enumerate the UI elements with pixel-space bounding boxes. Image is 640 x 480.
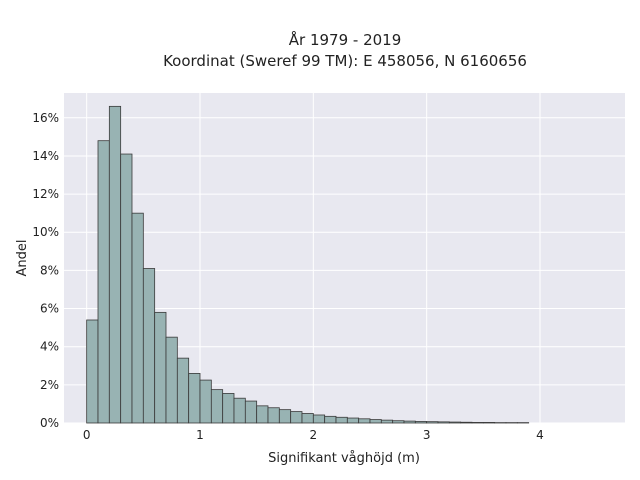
histogram-bar [199, 379, 212, 424]
histogram-bar [176, 357, 190, 424]
histogram-bar [426, 421, 439, 424]
y-tick-label: 16% [32, 111, 59, 125]
histogram-bar [267, 407, 280, 424]
histogram-bar [460, 421, 473, 424]
histogram-bar [154, 311, 167, 424]
histogram-bar [97, 140, 110, 424]
histogram-bar [392, 420, 405, 424]
histogram-bar [210, 389, 224, 424]
y-tick-label: 0% [40, 416, 59, 430]
histogram-bar [256, 405, 269, 424]
y-tick-label: 14% [32, 149, 59, 163]
x-tick-label: 4 [536, 428, 544, 442]
histogram-bar [358, 418, 371, 424]
x-tick-label: 1 [196, 428, 204, 442]
chart-subtitle: Koordinat (Sweref 99 TM): E 458056, N 61… [163, 52, 527, 70]
histogram-bar [86, 319, 99, 424]
y-tick-label: 10% [32, 225, 59, 239]
histogram-bar [108, 105, 122, 424]
histogram-bar [301, 413, 314, 424]
histogram-bar [120, 153, 133, 424]
histogram-bar [244, 400, 258, 424]
histogram-bar [188, 373, 201, 424]
chart-title: År 1979 - 2019 [289, 30, 402, 49]
x-tick-label: 0 [83, 428, 91, 442]
histogram-bar [403, 420, 416, 424]
histogram-bar [142, 268, 156, 424]
histogram-bar [482, 422, 496, 424]
histogram-bar [278, 409, 292, 424]
histogram-bars [86, 105, 530, 424]
histogram-bar [324, 415, 337, 424]
histogram-bar [369, 419, 382, 424]
x-tick-labels: 0 1 2 3 4 [83, 428, 544, 442]
histogram-bar [222, 393, 235, 424]
y-tick-label: 12% [32, 187, 59, 201]
histogram-bar [335, 416, 348, 424]
histogram-bar [380, 419, 394, 424]
y-tick-label: 6% [40, 302, 59, 316]
y-tick-labels: 0% 2% 4% 6% 8% 10% 12% 14% 16% [32, 111, 59, 430]
histogram-bar [290, 411, 303, 424]
histogram-bar [346, 417, 360, 424]
x-tick-label: 2 [310, 428, 318, 442]
histogram-bar [448, 421, 462, 424]
histogram-bar [131, 212, 144, 424]
x-axis-label: Signifikant våghöjd (m) [268, 451, 420, 466]
y-tick-label: 8% [40, 263, 59, 277]
y-axis-label: Andel [15, 240, 30, 277]
y-tick-label: 4% [40, 340, 59, 354]
histogram-bar [471, 422, 484, 424]
histogram-bar [165, 336, 178, 424]
histogram-bar [414, 421, 428, 424]
histogram-bar [312, 414, 326, 424]
y-tick-label: 2% [40, 378, 59, 392]
x-tick-label: 3 [423, 428, 431, 442]
histogram-bar [233, 397, 246, 424]
histogram-bar [437, 421, 450, 424]
